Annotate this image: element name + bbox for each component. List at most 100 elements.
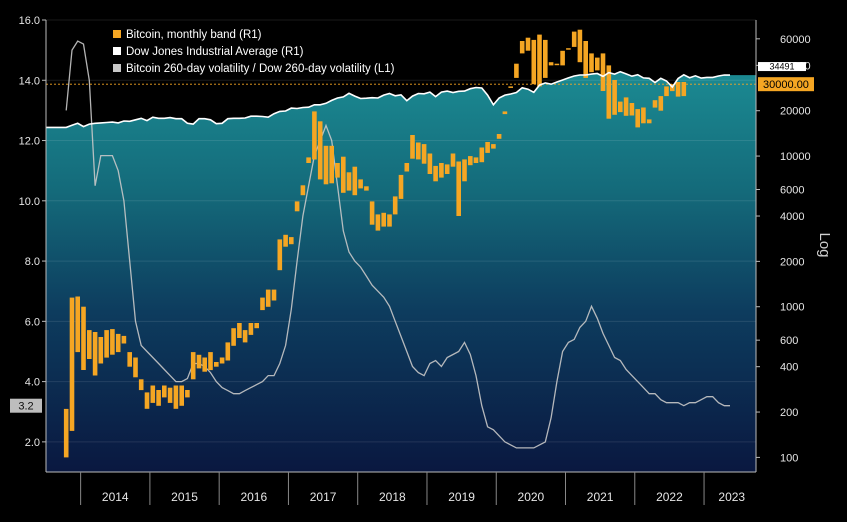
bitcoin-band-bar bbox=[392, 196, 398, 215]
x-tick-label: 2015 bbox=[171, 490, 198, 504]
left-tick-label: 10.0 bbox=[19, 196, 40, 208]
bitcoin-band-bar bbox=[115, 333, 121, 353]
legend-label: Bitcoin, monthly band (R1) bbox=[126, 29, 262, 41]
bitcoin-band-bar bbox=[167, 387, 173, 403]
bitcoin-band-bar bbox=[554, 63, 560, 66]
bitcoin-band-bar bbox=[531, 39, 537, 85]
bitcoin-band-bar bbox=[277, 239, 283, 271]
bitcoin-band-bar bbox=[254, 323, 259, 329]
x-tick-label: 2017 bbox=[310, 490, 337, 504]
bitcoin-band-bar bbox=[537, 34, 542, 87]
right-tick-label: 400 bbox=[780, 362, 798, 374]
bitcoin-band-bar bbox=[214, 362, 219, 367]
bitcoin-band-bar bbox=[600, 53, 606, 91]
right-tick-label: 1000 bbox=[780, 302, 804, 314]
legend-marker bbox=[113, 30, 121, 38]
bitcoin-band-bar bbox=[589, 53, 594, 73]
bitcoin-band-bar bbox=[190, 352, 196, 380]
dow-last-value-tag bbox=[758, 62, 806, 72]
bitcoin-band-bar bbox=[496, 134, 502, 139]
bitcoin-band-bar bbox=[225, 342, 231, 361]
volatility-line bbox=[65, 40, 730, 449]
x-tick-label: 2018 bbox=[379, 490, 406, 504]
legend-marker bbox=[113, 64, 121, 72]
bitcoin-band-bar bbox=[652, 100, 658, 108]
bitcoin-band-bar bbox=[265, 289, 271, 307]
bitcoin-band-bar bbox=[525, 37, 531, 51]
dow-line-layer bbox=[46, 70, 731, 129]
bitcoin-band-bar bbox=[312, 111, 317, 160]
bitcoin-band-bar bbox=[127, 352, 132, 367]
bitcoin-band-bar bbox=[381, 212, 386, 227]
right-axis-title: Log bbox=[816, 232, 833, 257]
grid-layer bbox=[46, 19, 756, 443]
bitcoin-band-bar bbox=[69, 297, 75, 431]
bitcoin-band-bar bbox=[237, 323, 242, 338]
bitcoin-band-bar bbox=[473, 157, 479, 163]
right-tick-label: 100 bbox=[780, 452, 798, 464]
x-tick-label: 2019 bbox=[448, 490, 475, 504]
bitcoin-band-bar bbox=[398, 174, 404, 199]
legend-background bbox=[105, 24, 510, 78]
bitcoin-level-tag bbox=[758, 77, 814, 92]
bitcoin-band-bar bbox=[283, 234, 288, 247]
dow-area-layer bbox=[46, 71, 756, 472]
x-tick-label: 2014 bbox=[102, 490, 129, 504]
bitcoin-band-bar bbox=[623, 97, 629, 116]
right-tick-label: 6000 bbox=[780, 184, 804, 196]
bitcoin-band-bar bbox=[375, 214, 381, 231]
bitcoin-band-bar bbox=[352, 166, 358, 196]
dow-area bbox=[46, 71, 756, 472]
left-last-value-tag bbox=[10, 398, 42, 413]
bitcoin-band-bar bbox=[675, 82, 681, 97]
bitcoin-band-bar bbox=[364, 186, 369, 191]
bitcoin-band-bar bbox=[306, 157, 311, 163]
bitcoin-band-bar bbox=[231, 328, 236, 346]
left-tick-label: 12.0 bbox=[19, 136, 40, 148]
bitcoin-band-bar bbox=[92, 332, 98, 376]
left-tick-label: 8.0 bbox=[25, 256, 40, 268]
axes-layer: 2.0 4.0 6.0 8.0 10.0 12.0 14.0 16.0 3.2 100 200 400… bbox=[10, 15, 833, 505]
left-tick-label: 14.0 bbox=[19, 75, 40, 87]
bitcoin-level-label: 30000.00 bbox=[763, 79, 809, 91]
bitcoin-band-bar bbox=[329, 145, 334, 184]
bitcoin-band-bar bbox=[242, 330, 248, 343]
right-tick-label: 4000 bbox=[780, 211, 804, 223]
x-tick-label: 2023 bbox=[718, 490, 745, 504]
bitcoin-band-bar bbox=[566, 48, 571, 50]
bitcoin-band-bar bbox=[104, 330, 109, 358]
bitcoin-band-bar bbox=[387, 214, 392, 227]
bitcoin-band-bar bbox=[646, 119, 652, 124]
bitcoin-band-bar bbox=[248, 323, 254, 335]
right-tick-label: 60000 bbox=[780, 34, 811, 46]
bitcoin-band-bar bbox=[571, 31, 577, 47]
legend-label: Bitcoin 260-day volatility / Dow 260-day… bbox=[126, 63, 395, 75]
left-tick-label: 4.0 bbox=[25, 377, 40, 389]
bitcoin-band-bar bbox=[202, 357, 207, 372]
bitcoin-band-bar bbox=[612, 80, 617, 115]
bitcoin-band-bar bbox=[606, 65, 612, 119]
bitcoin-band-bar bbox=[404, 163, 410, 172]
right-tick-label: 200 bbox=[780, 407, 798, 419]
left-tick-label: 2.0 bbox=[25, 437, 40, 449]
bitcoin-band-bar bbox=[629, 103, 635, 116]
bitcoin-band-bar bbox=[491, 144, 496, 149]
bitcoin-band-bar bbox=[346, 172, 352, 191]
bitcoin-band-bar bbox=[121, 335, 127, 344]
bitcoin-band-bar bbox=[271, 289, 277, 301]
bitcoin-band-bar bbox=[502, 111, 508, 115]
bitcoin-band-bar bbox=[485, 142, 490, 153]
x-tick-label: 2016 bbox=[240, 490, 267, 504]
bitcoin-band-bar bbox=[479, 147, 485, 163]
bitcoin-band-bar bbox=[560, 50, 565, 66]
bitcoin-band-bar bbox=[444, 164, 450, 174]
bitcoin-band-bar bbox=[260, 297, 265, 311]
bitcoin-band-bar bbox=[300, 185, 306, 196]
bitcoin-band-bar bbox=[410, 135, 415, 159]
left-tick-label: 16.0 bbox=[19, 15, 40, 27]
bitcoin-band-bar bbox=[150, 385, 156, 403]
bitcoin-band-bar bbox=[641, 107, 646, 124]
legend-marker bbox=[113, 47, 121, 55]
